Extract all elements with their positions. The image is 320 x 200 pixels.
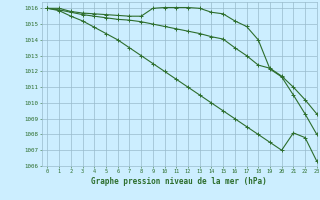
X-axis label: Graphe pression niveau de la mer (hPa): Graphe pression niveau de la mer (hPa) xyxy=(91,177,267,186)
